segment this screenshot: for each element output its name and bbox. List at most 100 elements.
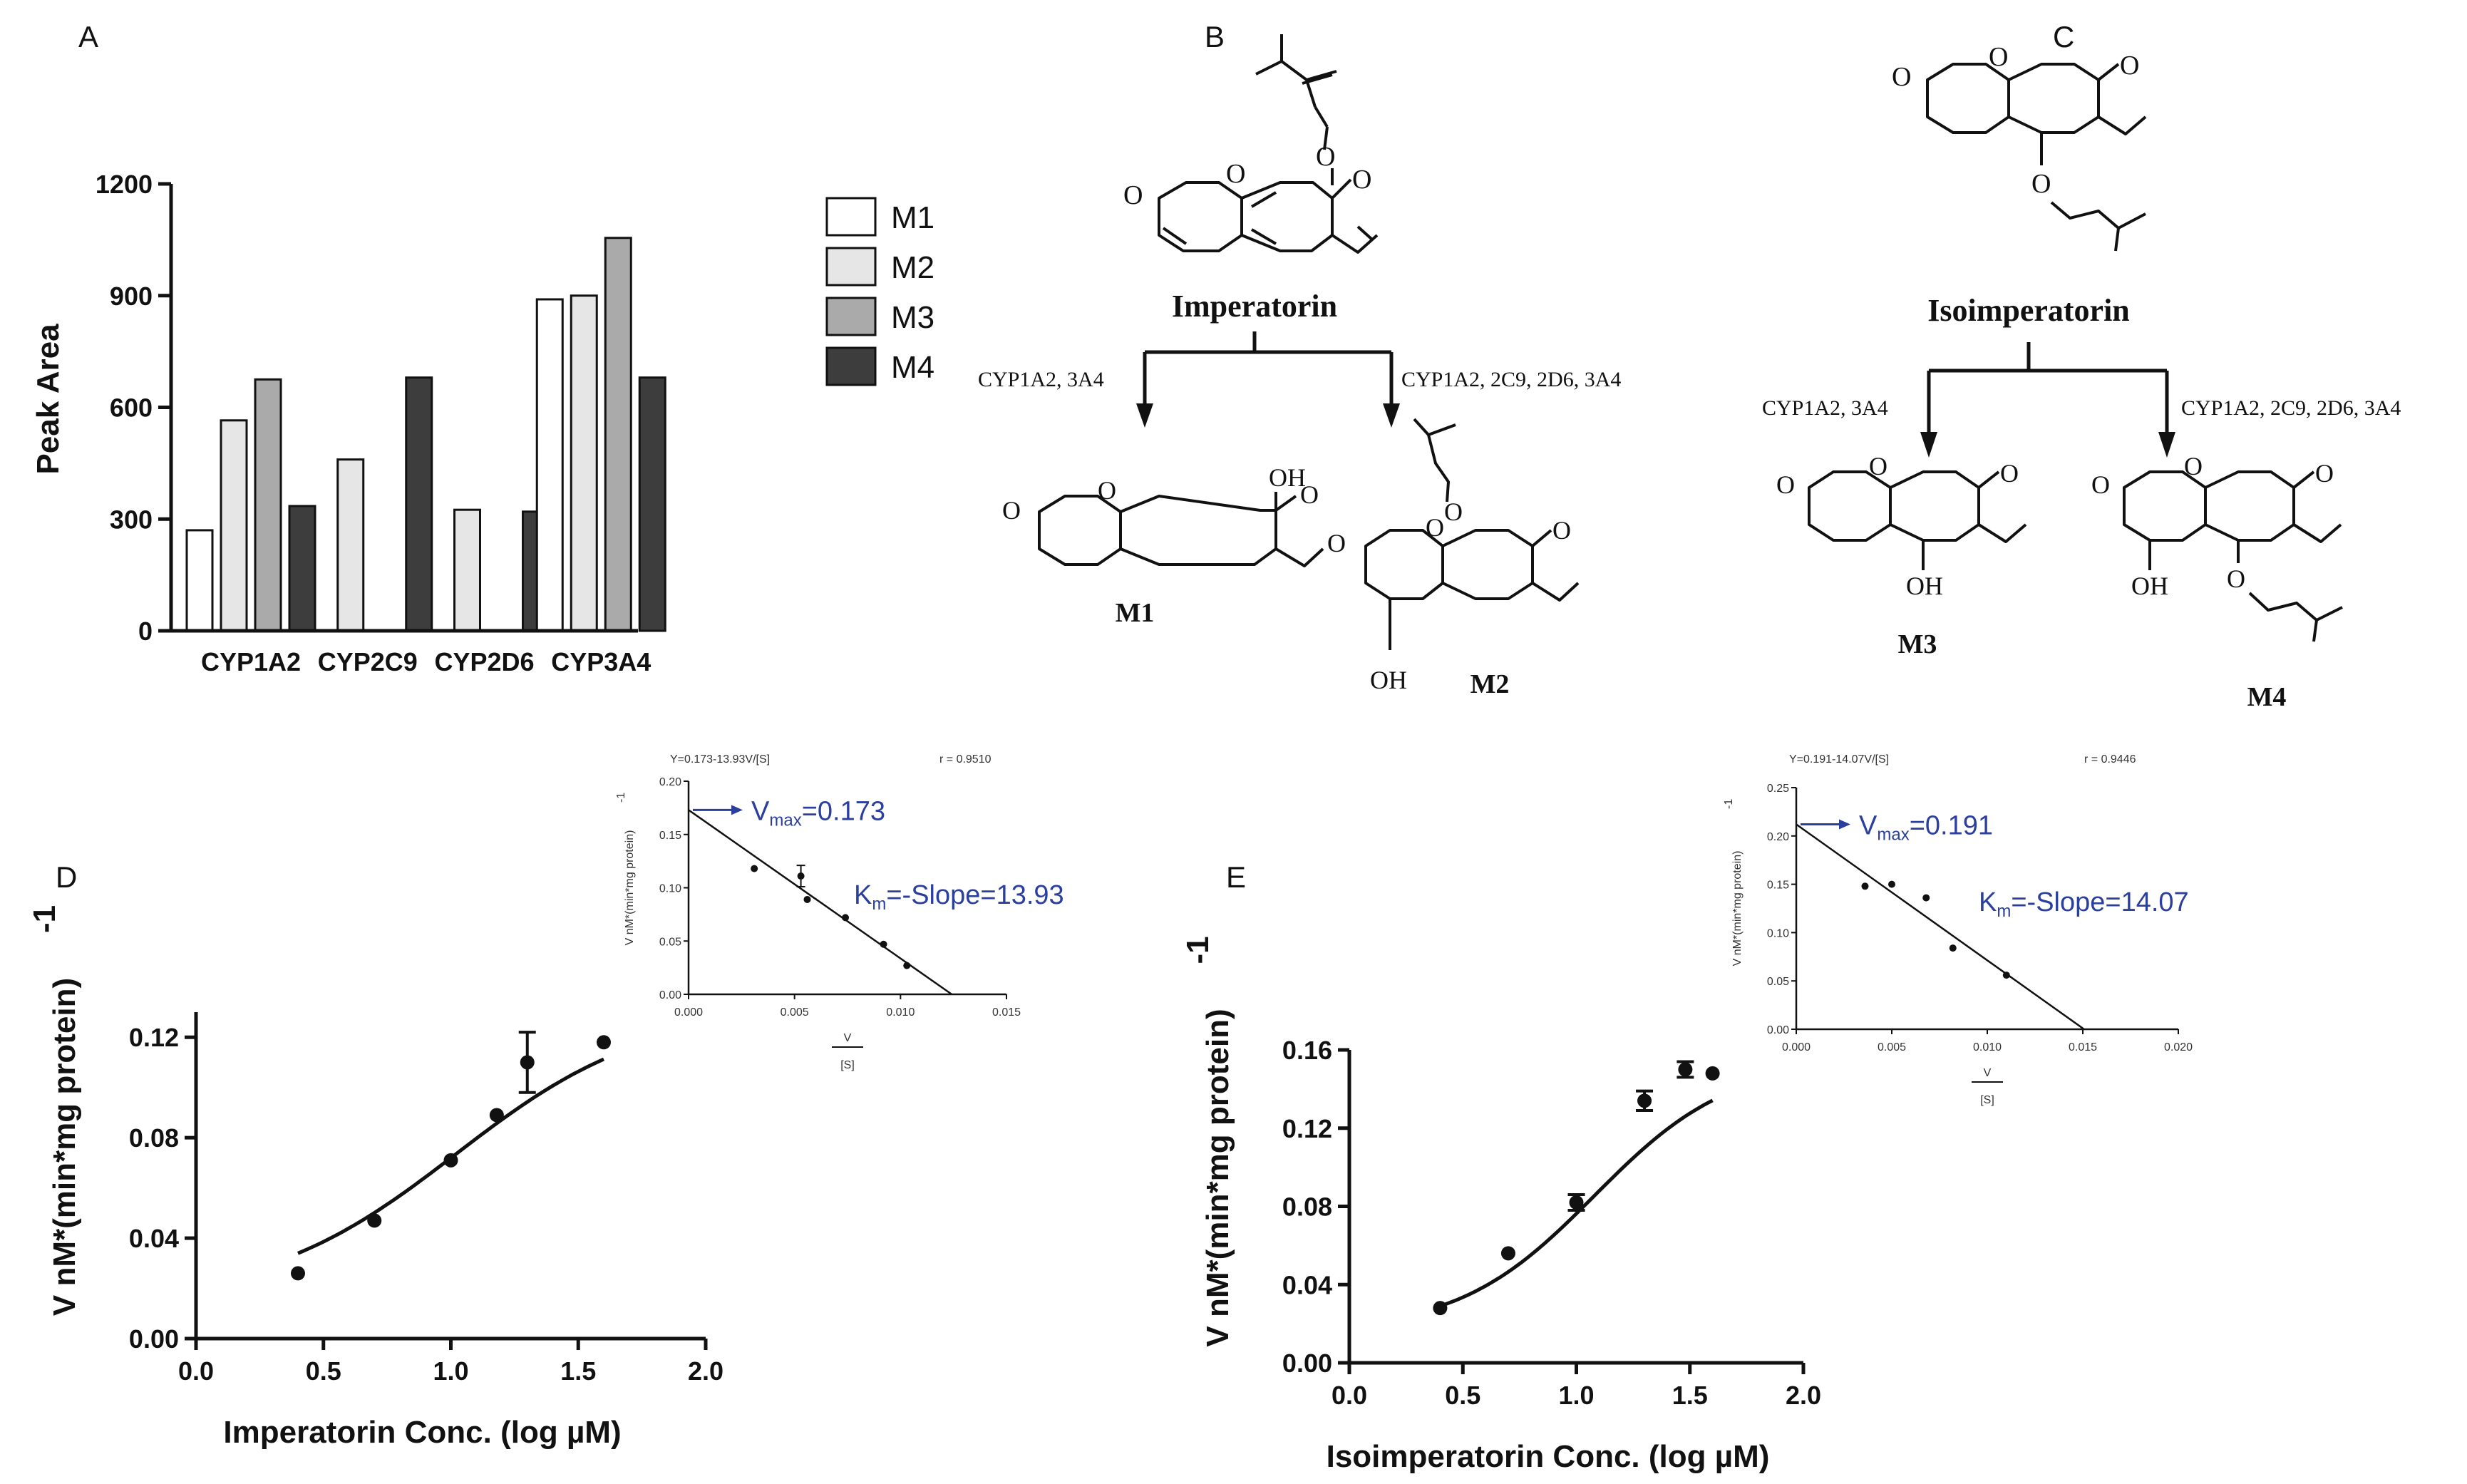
bar-m1-cyp1a2 bbox=[185, 529, 214, 632]
legend-label-m4: M4 bbox=[891, 350, 934, 385]
legend-label-m1: M1 bbox=[891, 200, 934, 235]
x-axis-label: Isoimperatorin Conc. (log µM) bbox=[1327, 1439, 1770, 1474]
bar-chart-peak-area: Peak Area 0 300 600 900 1200 CYP1A2 CYP2C9 CYP… bbox=[31, 170, 934, 676]
m2-structure: O O O O OH bbox=[1327, 418, 1580, 694]
inset-data-point bbox=[1922, 894, 1930, 902]
y-tick-label: 0.12 bbox=[1282, 1114, 1332, 1143]
vmax-arrowhead bbox=[1839, 819, 1850, 830]
ring-oxygen: O bbox=[1226, 159, 1245, 189]
panel-c: C O O O O Isoimperatorin CYP1A2, 3A4 CYP… bbox=[1762, 20, 2401, 712]
ring-oxygen: O bbox=[1989, 42, 2008, 72]
m3-hydroxyl: OH bbox=[1906, 572, 1943, 600]
panel-label-b: B bbox=[1205, 20, 1225, 53]
bar-m3-cyp1a2 bbox=[254, 378, 282, 632]
x-tick-label: 1.0 bbox=[1558, 1381, 1594, 1410]
inset-x-tick-label: 0.020 bbox=[2164, 1041, 2193, 1053]
m4-furan-oxygen: O bbox=[2315, 459, 2334, 488]
bar-m4-cyp2c9 bbox=[405, 376, 433, 632]
m2-ring-oxygen: O bbox=[1426, 513, 1444, 542]
data-point bbox=[1637, 1093, 1652, 1108]
y-tick-label: 0.16 bbox=[1282, 1036, 1332, 1065]
y-tick-label: 0.04 bbox=[1282, 1270, 1332, 1299]
y-tick-label: 0.08 bbox=[1282, 1192, 1332, 1222]
bar-m1-cyp3a4 bbox=[535, 298, 564, 632]
inset-data-point bbox=[751, 865, 758, 872]
y-axis-label: V nM*(min*mg protein) bbox=[47, 978, 82, 1316]
imperatorin-structure: O O O O bbox=[1123, 34, 1379, 254]
y-axis-label: V nM*(min*mg protein) bbox=[1200, 1009, 1235, 1346]
y-tick-label: 0.00 bbox=[1282, 1349, 1332, 1378]
inset-x-tick-label: 0.000 bbox=[674, 1006, 703, 1019]
reaction-arrows-b bbox=[1136, 331, 1400, 428]
inset-y-tick-label: 0.10 bbox=[1767, 927, 1789, 939]
panel-label-a: A bbox=[78, 20, 98, 53]
y-tick-label: 1200 bbox=[96, 170, 153, 199]
y-axis-label: Peak Area bbox=[31, 324, 66, 475]
inset-data-point bbox=[903, 962, 911, 969]
inset-equation: Y=0.173-13.93V/[S] bbox=[670, 753, 770, 766]
m1-hydroxyl: OH bbox=[1269, 463, 1306, 492]
m4-ring-oxygen: O bbox=[2184, 452, 2203, 480]
x-tick-label: CYP2D6 bbox=[434, 647, 534, 676]
inset-x-tick-label: 0.005 bbox=[781, 1006, 809, 1019]
y-tick-label: 0.12 bbox=[129, 1023, 179, 1052]
bar-m2-cyp1a2 bbox=[220, 419, 248, 632]
data-point bbox=[291, 1266, 305, 1281]
y-axis-label-superscript: -1 bbox=[27, 905, 62, 933]
inset-x-tick-label: 0.015 bbox=[992, 1006, 1021, 1019]
m3-carbonyl-oxygen: O bbox=[1776, 470, 1795, 499]
vmax-arrowhead bbox=[731, 805, 743, 815]
enzymes-to-m1: CYP1A2, 3A4 bbox=[978, 368, 1104, 391]
enzymes-to-m4: CYP1A2, 2C9, 2D6, 3A4 bbox=[2181, 396, 2401, 420]
inset-y-tick-label: 0.25 bbox=[1767, 783, 1789, 795]
lineweaver-inset-isoimperatorin: 0.00 0.05 0.10 0.15 0.20 0.25 0.000 0.005 0.010 0… bbox=[1723, 753, 2193, 1106]
m1-furan-oxygen: O bbox=[1300, 480, 1319, 509]
m2-carbonyl-oxygen: O bbox=[1327, 529, 1346, 557]
x-axis-label: Imperatorin Conc. (log µM) bbox=[223, 1415, 621, 1450]
bar-m3-cyp3a4 bbox=[604, 237, 632, 632]
data-point bbox=[520, 1055, 535, 1070]
m1-ring-oxygen: O bbox=[1098, 476, 1116, 505]
inset-y-tick-label: 0.10 bbox=[659, 883, 681, 895]
bar-m4-cyp3a4 bbox=[638, 376, 666, 632]
reaction-arrows-c bbox=[1920, 342, 2175, 458]
y-tick-label: 0 bbox=[138, 617, 153, 646]
inset-y-tick-label: 0.00 bbox=[1767, 1024, 1789, 1036]
inset-data-point bbox=[1861, 882, 1869, 890]
inset-x-tick-label: 0.010 bbox=[1973, 1041, 2002, 1053]
lineweaver-inset-imperatorin: 0.00 0.05 0.10 0.15 0.20 0.000 0.005 0.010 0.015… bbox=[615, 753, 1064, 1071]
data-point bbox=[367, 1213, 382, 1228]
inset-x-tick-label: 0.005 bbox=[1878, 1041, 1906, 1053]
m4-carbonyl-oxygen: O bbox=[2091, 470, 2110, 499]
bar-m2-cyp3a4 bbox=[570, 294, 598, 632]
inset-y-label-superscript: -1 bbox=[615, 793, 627, 803]
data-point bbox=[1705, 1066, 1720, 1081]
inset-y-tick-label: 0.15 bbox=[659, 830, 681, 842]
y-tick-label: 300 bbox=[110, 505, 153, 534]
imperatorin-label: Imperatorin bbox=[1172, 289, 1337, 324]
m1-structure: OH O O O bbox=[1002, 463, 1324, 567]
inset-x-label-num: V bbox=[844, 1032, 852, 1044]
dose-response-imperatorin: 0.00 0.04 0.08 0.12 0.0 0.5 1.0 1.5 2.0 Imperator… bbox=[27, 905, 723, 1450]
y-tick-label: 0.08 bbox=[129, 1123, 179, 1153]
legend-swatch-m1 bbox=[825, 197, 877, 237]
inset-y-tick-label: 0.20 bbox=[659, 776, 681, 788]
inset-x-tick-label: 0.010 bbox=[886, 1006, 915, 1019]
y-axis-label-superscript: -1 bbox=[1180, 936, 1215, 964]
x-tick-label: 0.0 bbox=[1332, 1381, 1367, 1410]
km-annotation: Km=-Slope=14.07 bbox=[1979, 887, 2189, 921]
inset-y-label: V nM*(min*mg protein) bbox=[1731, 851, 1744, 967]
x-tick-label: 1.5 bbox=[1672, 1381, 1708, 1410]
m4-structure: O O O OH O bbox=[2091, 452, 2343, 642]
inset-y-tick-label: 0.20 bbox=[1767, 831, 1789, 843]
legend: M1 M2 M3 M4 bbox=[825, 197, 934, 386]
x-tick-label: 2.0 bbox=[1786, 1381, 1821, 1410]
x-tick-label: 0.5 bbox=[306, 1356, 341, 1386]
bar-m4-cyp1a2 bbox=[288, 505, 316, 632]
isoimperatorin-label: Isoimperatorin bbox=[1927, 293, 2130, 328]
inset-data-point bbox=[797, 872, 805, 880]
m3-ring-oxygen: O bbox=[1869, 452, 1887, 480]
fit-curve bbox=[1439, 1098, 1714, 1308]
panel-b: B O O O O Imperatorin CYP1A2, 3A4 CYP1A2… bbox=[978, 20, 1621, 699]
